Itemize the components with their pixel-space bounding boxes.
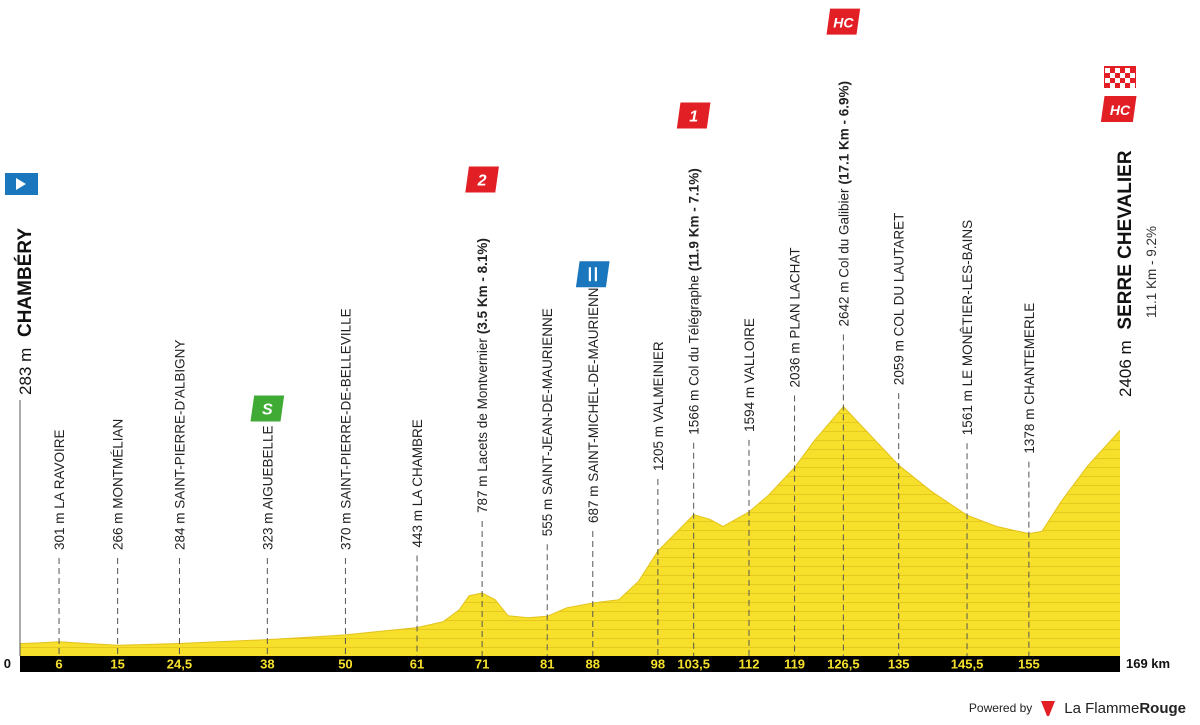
waypoint-label: 284 m SAINT-PIERRE-D'ALBIGNY xyxy=(172,340,187,550)
finish-name: SERRE CHEVALIER xyxy=(1115,150,1136,329)
waypoint-label: 370 m SAINT-PIERRE-DE-BELLEVILLE xyxy=(338,308,353,550)
km-tick-label: 155 xyxy=(1018,657,1040,672)
waypoint-label: 2059 m COL DU LAUTARET xyxy=(892,213,907,386)
km-tick-label: 103,5 xyxy=(677,657,710,672)
cat2-climb-badge: 2 xyxy=(465,166,499,193)
svg-text:HC: HC xyxy=(833,15,854,31)
waypoint-labels: 301 m LA RAVOIRE 266 m MONTMÉLIAN 284 m SA… xyxy=(52,81,1037,550)
waypoint-label: 1378 m CHANTEMERLE xyxy=(1022,303,1037,454)
waypoint-label: 2642 m Col du Galibier(17.1 Km - 6.9%) xyxy=(836,81,851,327)
finish-detail: 11.1 Km - 9.2% xyxy=(1144,226,1159,318)
distance-axis-bar xyxy=(20,656,1120,672)
distance-axis-ticks: 6 15 24,5 38 50 61 71 81 88 98 103,5 112 119 126,5 135… xyxy=(55,657,1039,672)
finish-label: 2406 m SERRE CHEVALIER xyxy=(1115,150,1136,397)
start-flag-icon xyxy=(5,173,38,195)
powered-by-footer: Powered by La FlammeRouge xyxy=(969,696,1186,720)
waypoint-leader-lines xyxy=(58,334,1030,656)
finish-altitude: 2406 m xyxy=(1116,340,1135,397)
waypoint-label: 301 m LA RAVOIRE xyxy=(52,429,67,550)
svg-text:2: 2 xyxy=(477,172,487,189)
km-tick-label: 6 xyxy=(55,657,62,672)
cat1-climb-badge: 1 xyxy=(676,102,711,129)
waypoint-label: 2036 m PLAN LACHAT xyxy=(788,247,803,387)
waypoint-label: 266 m MONTMÉLIAN xyxy=(111,419,126,550)
waypoint-label: 555 m SAINT-JEAN-DE-MAURIENNE xyxy=(540,308,555,536)
waypoint-label: 1594 m VALLOIRE xyxy=(742,318,757,432)
km-tick-label: 88 xyxy=(586,657,600,672)
km-tick-label: 98 xyxy=(651,657,665,672)
waypoint-label: 1561 m LE MONÊTIER-LES-BAINS xyxy=(960,220,975,435)
km-tick-label: 38 xyxy=(260,657,274,672)
start-label: 283 m CHAMBÉRY xyxy=(14,228,36,395)
svg-text:1: 1 xyxy=(689,108,698,125)
waypoint-label: 443 m LA CHAMBRE xyxy=(410,419,425,547)
km-tick-label: 112 xyxy=(739,657,760,672)
km-tick-label: 126,5 xyxy=(827,657,860,672)
total-distance-label: 169 km xyxy=(1126,656,1170,671)
start-name: CHAMBÉRY xyxy=(14,228,36,337)
waypoint-label: 787 m Lacets de Montvernier(3.5 Km - 8.1… xyxy=(475,238,490,513)
km-tick-label: 119 xyxy=(784,657,805,672)
flamme-rouge-brand: La FlammeRouge xyxy=(1064,699,1186,717)
km-tick-label: 135 xyxy=(888,657,910,672)
powered-by-text: Powered by xyxy=(968,701,1033,715)
km-tick-label: 145,5 xyxy=(951,657,984,672)
waypoint-label: 1566 m Col du Télégraphe(11.9 Km - 7.1%) xyxy=(687,168,702,434)
km-tick-label: 71 xyxy=(475,657,489,672)
finish-hc-badge: HC xyxy=(1100,96,1137,122)
waypoint-label: 323 m AIGUEBELLE xyxy=(260,425,275,550)
waypoint-label: 687 m SAINT-MICHEL-DE-MAURIENNE xyxy=(586,278,601,523)
km-tick-label: 15 xyxy=(110,657,124,672)
svg-text:S: S xyxy=(262,402,273,419)
feed-zone-icon xyxy=(575,261,610,288)
svg-text:HC: HC xyxy=(1110,102,1131,118)
finish-flag-icon xyxy=(1104,66,1136,88)
hc-climb-badge: HC xyxy=(826,8,861,35)
zero-km-label: 0 xyxy=(4,656,11,671)
flamme-rouge-logo-icon xyxy=(1040,699,1056,717)
km-tick-label: 81 xyxy=(540,657,554,672)
km-tick-label: 24,5 xyxy=(167,657,192,672)
waypoint-label: 1205 m VALMEINIER xyxy=(651,341,666,471)
sprint-badge: S xyxy=(250,395,285,422)
elevation-profile-area xyxy=(20,406,1120,656)
km-tick-label: 61 xyxy=(410,657,424,672)
waypoint-badges: S 2 1 HC xyxy=(250,8,861,422)
start-altitude: 283 m xyxy=(16,348,35,395)
km-tick-label: 50 xyxy=(338,657,352,672)
